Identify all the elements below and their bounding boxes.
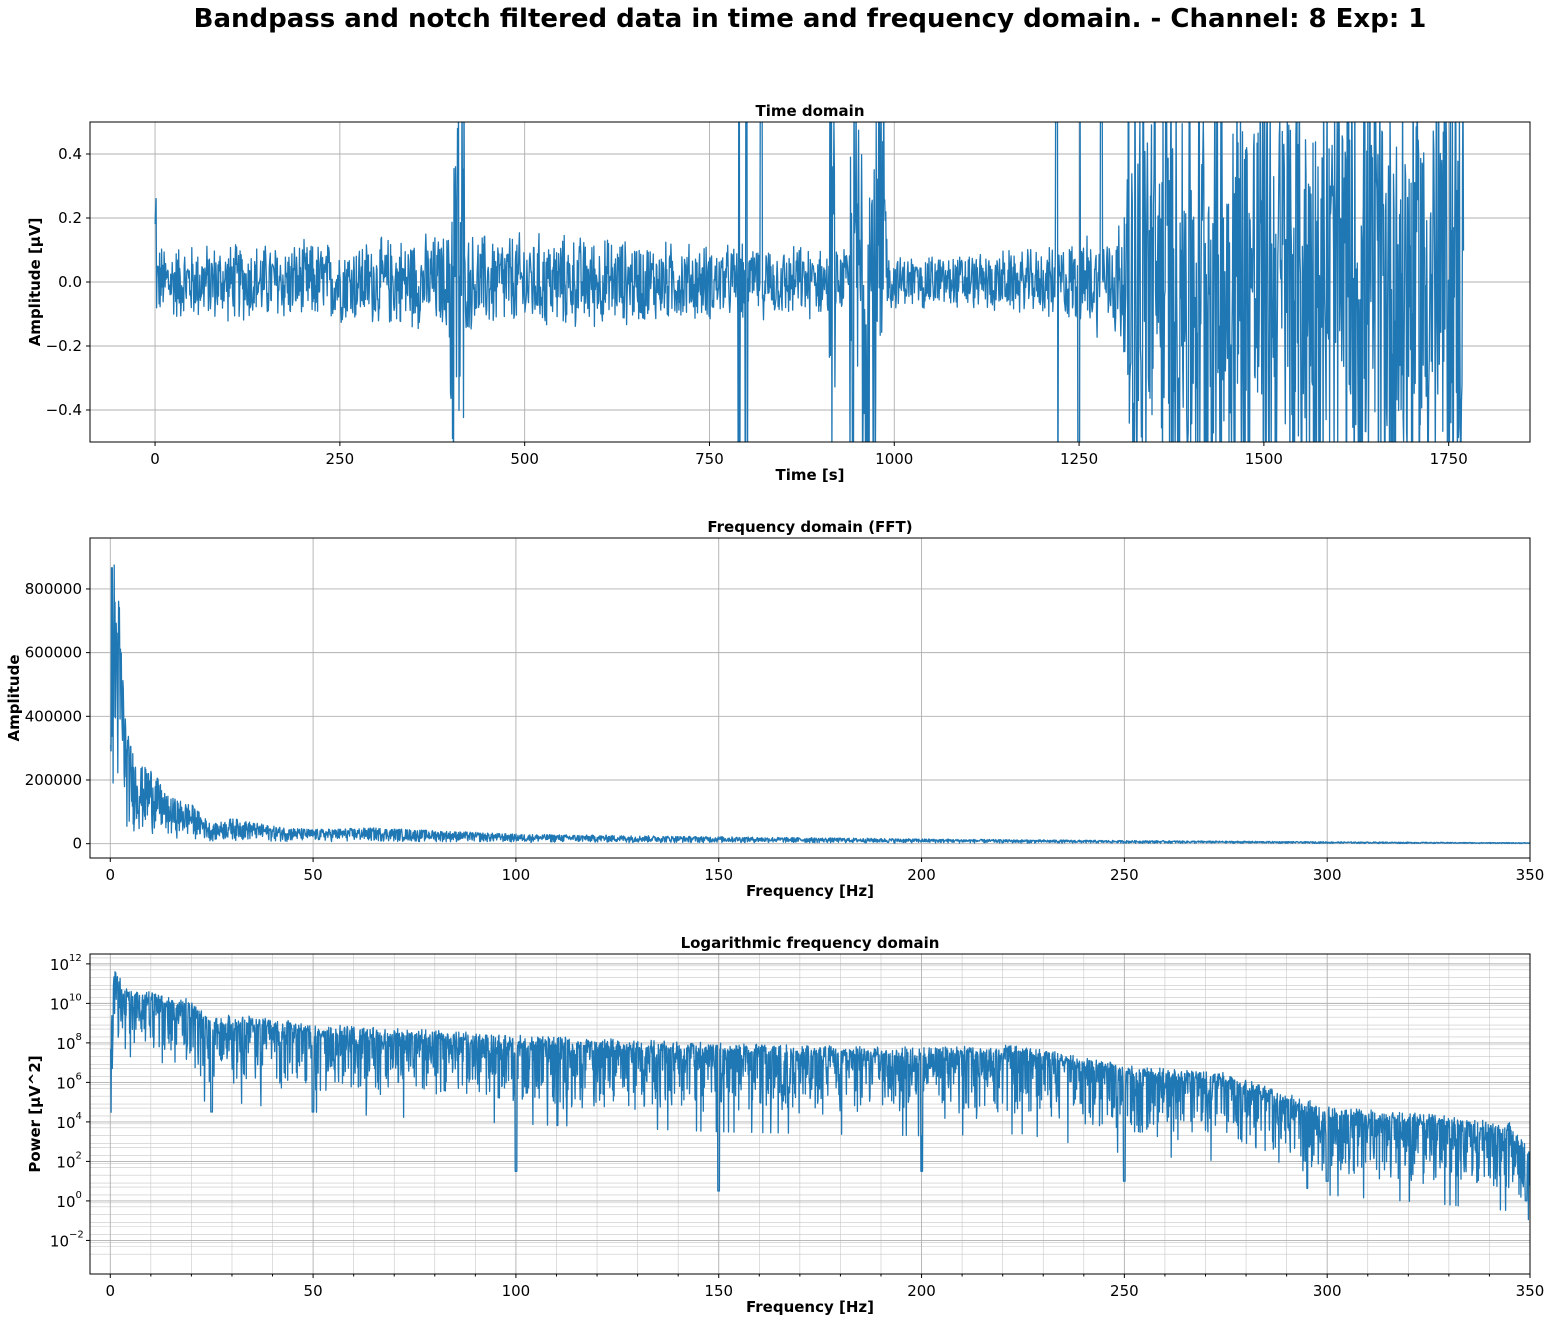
- log-frequency-xtick-label: 200: [907, 1282, 936, 1300]
- fft-series: [110, 564, 1530, 845]
- time-domain-xtick-label: 0: [150, 450, 160, 468]
- fft-ytick-label: 200000: [25, 771, 82, 789]
- log-frequency-xtick-label: 150: [704, 1282, 733, 1300]
- fft-ytick-label: 400000: [25, 707, 82, 725]
- time-domain-xticks: 0 250 500 750 1000 1250 1500 1750: [150, 442, 1468, 468]
- time-domain-xtick-label: 1500: [1245, 450, 1283, 468]
- time-domain-xtick-label: 1000: [875, 450, 913, 468]
- fft-ytick-label: 600000: [25, 644, 82, 662]
- log-frequency-xticks: 0 50 100 150 200 250 300 350: [106, 1274, 1545, 1300]
- time-domain-ylabel: Amplitude [µV]: [26, 218, 44, 347]
- fft-xlabel: Frequency [Hz]: [746, 882, 874, 900]
- time-domain-xtick-label: 1250: [1060, 450, 1098, 468]
- fft-xtick-label: 350: [1516, 866, 1545, 884]
- time-domain-ytick-label: 0.0: [58, 273, 82, 291]
- svg-text:8: 8: [76, 1032, 82, 1043]
- fft-xtick-label: 50: [304, 866, 323, 884]
- time-domain-ytick-label: 0.2: [58, 209, 82, 227]
- svg-text:10: 10: [56, 1074, 75, 1092]
- fft-title: Frequency domain (FFT): [707, 518, 912, 536]
- log-frequency-ytick-label: 10 −2: [50, 1229, 84, 1250]
- log-frequency-xtick-label: 0: [106, 1282, 116, 1300]
- fft-grid: [90, 538, 1531, 858]
- fft-xtick-label: 300: [1313, 866, 1342, 884]
- fft-xtick-label: 150: [704, 866, 733, 884]
- time-domain-series: [154, 122, 1465, 442]
- time-domain-series-line: [154, 122, 1465, 442]
- log-frequency-xtick-label: 50: [304, 1282, 323, 1300]
- log-frequency-ytick-label: 10 12: [50, 953, 82, 974]
- svg-text:10: 10: [69, 992, 82, 1003]
- log-frequency-ytick-label: 10 10: [50, 992, 82, 1013]
- log-frequency-ytick-label: 10 6: [56, 1071, 81, 1092]
- time-domain-ytick-label: −0.2: [46, 337, 82, 355]
- svg-text:12: 12: [69, 953, 82, 964]
- log-frequency-ytick-label: 10 8: [56, 1032, 81, 1053]
- log-frequency-plot: Logarithmic frequency domain 0 50 100 150 20…: [26, 934, 1544, 1316]
- fft-plot: Frequency domain (FFT) 0 50 100 150 200 250 30…: [5, 518, 1544, 900]
- log-frequency-xlabel: Frequency [Hz]: [746, 1298, 874, 1316]
- time-domain-xtick-label: 250: [326, 450, 355, 468]
- time-domain-yticks: −0.4 −0.2 0.0 0.2 0.4: [46, 145, 90, 419]
- svg-text:10: 10: [56, 1035, 75, 1053]
- log-frequency-ytick-label: 10 4: [56, 1111, 81, 1132]
- log-frequency-title: Logarithmic frequency domain: [681, 934, 940, 952]
- log-frequency-xtick-label: 100: [502, 1282, 531, 1300]
- fft-xticks: 0 50 100 150 200 250 300 350: [106, 858, 1545, 884]
- svg-text:10: 10: [50, 995, 69, 1013]
- log-frequency-xtick-label: 300: [1313, 1282, 1342, 1300]
- svg-text:−2: −2: [69, 1229, 84, 1240]
- fft-ytick-label: 800000: [25, 580, 82, 598]
- time-domain-xtick-label: 750: [695, 450, 724, 468]
- time-domain-ytick-label: −0.4: [46, 401, 82, 419]
- log-frequency-ytick-label: 10 0: [56, 1190, 81, 1211]
- svg-text:2: 2: [76, 1150, 82, 1161]
- fft-ytick-label: 0: [72, 835, 82, 853]
- fft-series-line: [110, 564, 1530, 845]
- log-frequency-xtick-label: 250: [1110, 1282, 1139, 1300]
- time-domain-xlabel: Time [s]: [775, 466, 844, 484]
- log-frequency-xtick-label: 350: [1516, 1282, 1545, 1300]
- fft-xtick-label: 250: [1110, 866, 1139, 884]
- time-domain-plot: Time domain 0 250 500 750 1000 1250 1500 1750 −…: [26, 102, 1531, 484]
- svg-text:6: 6: [76, 1071, 82, 1082]
- svg-text:4: 4: [76, 1111, 82, 1122]
- fft-xtick-label: 100: [502, 866, 531, 884]
- time-domain-title: Time domain: [755, 102, 864, 120]
- log-frequency-ytick-label: 10 2: [56, 1150, 81, 1171]
- svg-text:10: 10: [56, 1193, 75, 1211]
- time-domain-xtick-label: 1750: [1430, 450, 1468, 468]
- fft-xtick-label: 0: [106, 866, 116, 884]
- fft-frame: [89, 537, 1531, 859]
- time-domain-xtick-label: 500: [510, 450, 539, 468]
- fft-ylabel: Amplitude: [5, 654, 23, 741]
- svg-text:10: 10: [50, 1232, 69, 1250]
- log-frequency-series: [110, 971, 1530, 1221]
- log-frequency-series-line: [110, 971, 1530, 1221]
- figure-title: Bandpass and notch filtered data in time…: [194, 4, 1427, 34]
- log-frequency-frame: [89, 953, 1531, 1275]
- fft-yticks: 0 200000 400000 600000 800000: [25, 580, 90, 853]
- fft-xtick-label: 200: [907, 866, 936, 884]
- time-domain-ytick-label: 0.4: [58, 145, 82, 163]
- svg-text:10: 10: [56, 1114, 75, 1132]
- svg-text:10: 10: [56, 1153, 75, 1171]
- svg-text:10: 10: [50, 956, 69, 974]
- log-frequency-ylabel: Power [µV^2]: [26, 1055, 44, 1172]
- svg-text:0: 0: [76, 1190, 82, 1201]
